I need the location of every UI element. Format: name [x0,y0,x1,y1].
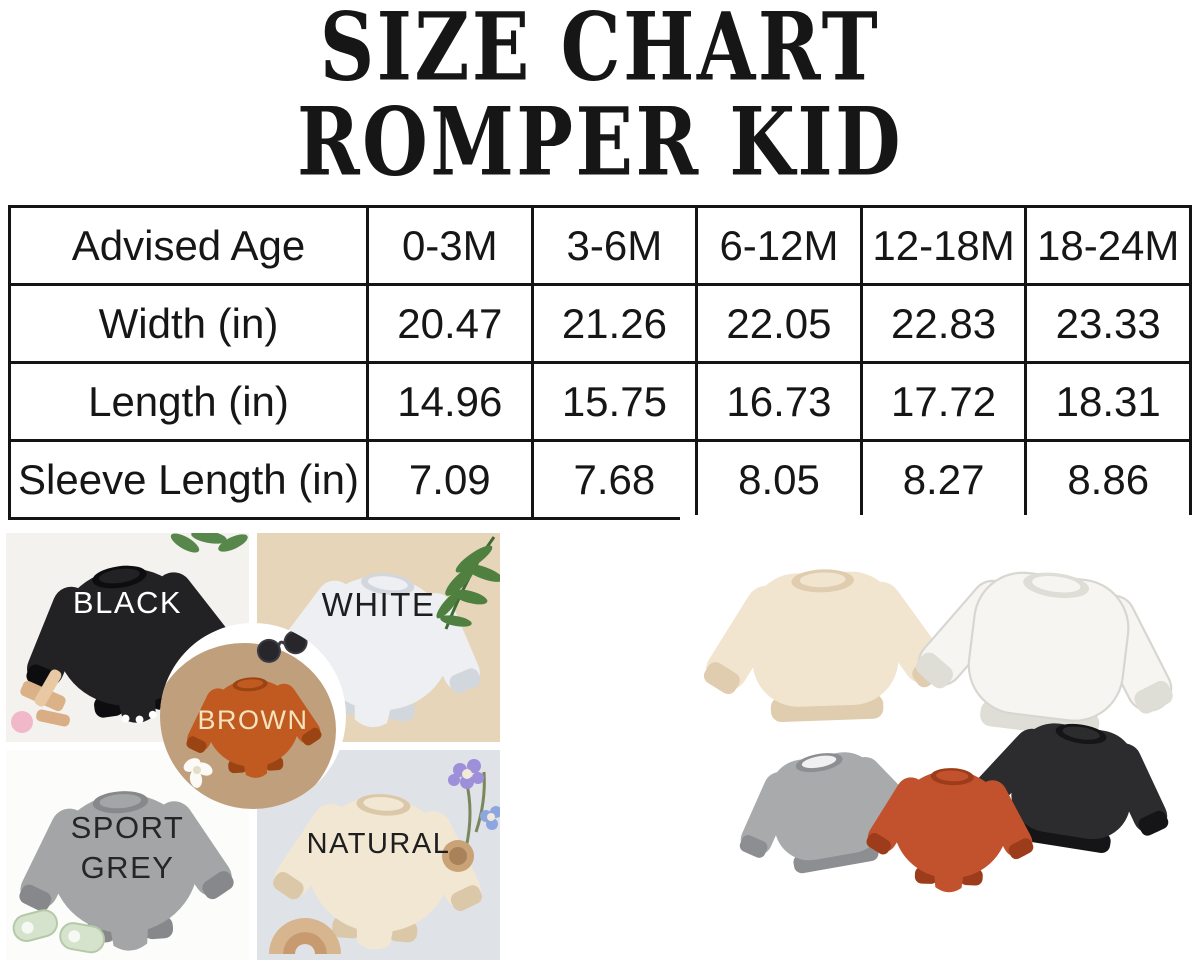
sunglasses-decor [256,630,308,663]
table-cell: 18.31 [1024,361,1192,442]
table-header-cell: 0-3M [366,205,534,286]
table-cell: 17.72 [859,361,1028,442]
row-label-cell: Width (in) [8,283,369,364]
color-label-black: BLACK [72,585,183,620]
page-title-line2: ROMPER KID [296,86,903,198]
table-row-width: Width (in) 20.47 21.26 22.05 22.83 23.33 [8,283,1192,364]
family-set-photo [680,515,1200,960]
color-label-brown: BROWN [197,705,309,735]
table-cell: 20.47 [366,283,534,364]
table-header-row: Advised Age 0-3M 3-6M 6-12M 12-18M 18-24… [8,205,1192,286]
size-table: Advised Age 0-3M 3-6M 6-12M 12-18M 18-24… [8,205,1192,520]
size-chart-header: SIZE CHART ROMPER KID [0,0,1200,190]
leaf-decor [170,533,248,553]
table-cell: 7.09 [366,439,534,520]
color-label-white: WHITE [321,586,436,623]
table-header-cell: 18-24M [1024,205,1192,286]
row-label-cell: Length (in) [8,361,369,442]
table-cell: 8.86 [1024,439,1192,520]
table-cell: 22.83 [859,283,1028,364]
table-cell: 22.05 [695,283,863,364]
table-cell: 8.27 [859,439,1028,520]
palm-leaf-decor [436,536,500,630]
table-cell: 23.33 [1024,283,1192,364]
table-header-cell: 12-18M [859,205,1028,286]
table-cell: 14.96 [366,361,534,442]
baby-shoes-decor [12,909,105,954]
table-cell: 21.26 [530,283,699,364]
color-options-collage: BLACK WHITE [6,533,500,960]
white-flower-decor [183,758,213,788]
wooden-arch-toy-decor [269,918,341,954]
table-cell: 7.68 [530,439,699,520]
color-label-natural: NATURAL [306,828,451,860]
orange-kid-romper [855,737,1046,918]
table-cell: 15.75 [530,361,699,442]
table-header-cell: 6-12M [695,205,863,286]
wooden-toys-decor [11,669,70,733]
page-title-line1: SIZE CHART [319,0,881,103]
row-label-cell: Sleeve Length (in) [8,439,369,520]
table-row-sleeve: Sleeve Length (in) 7.09 7.68 8.05 8.27 8… [8,439,1192,520]
table-header-cell: 3-6M [530,205,699,286]
color-label-sport-grey: SPORT GREY [70,810,185,885]
table-cell: 16.73 [695,361,863,442]
flowers-decor [442,759,500,872]
table-cell: 8.05 [695,439,863,520]
swatch-photo-brown: BROWN [160,623,346,809]
table-row-length: Length (in) 14.96 15.75 16.73 17.72 18.3… [8,361,1192,442]
table-header-cell: Advised Age [8,205,369,286]
